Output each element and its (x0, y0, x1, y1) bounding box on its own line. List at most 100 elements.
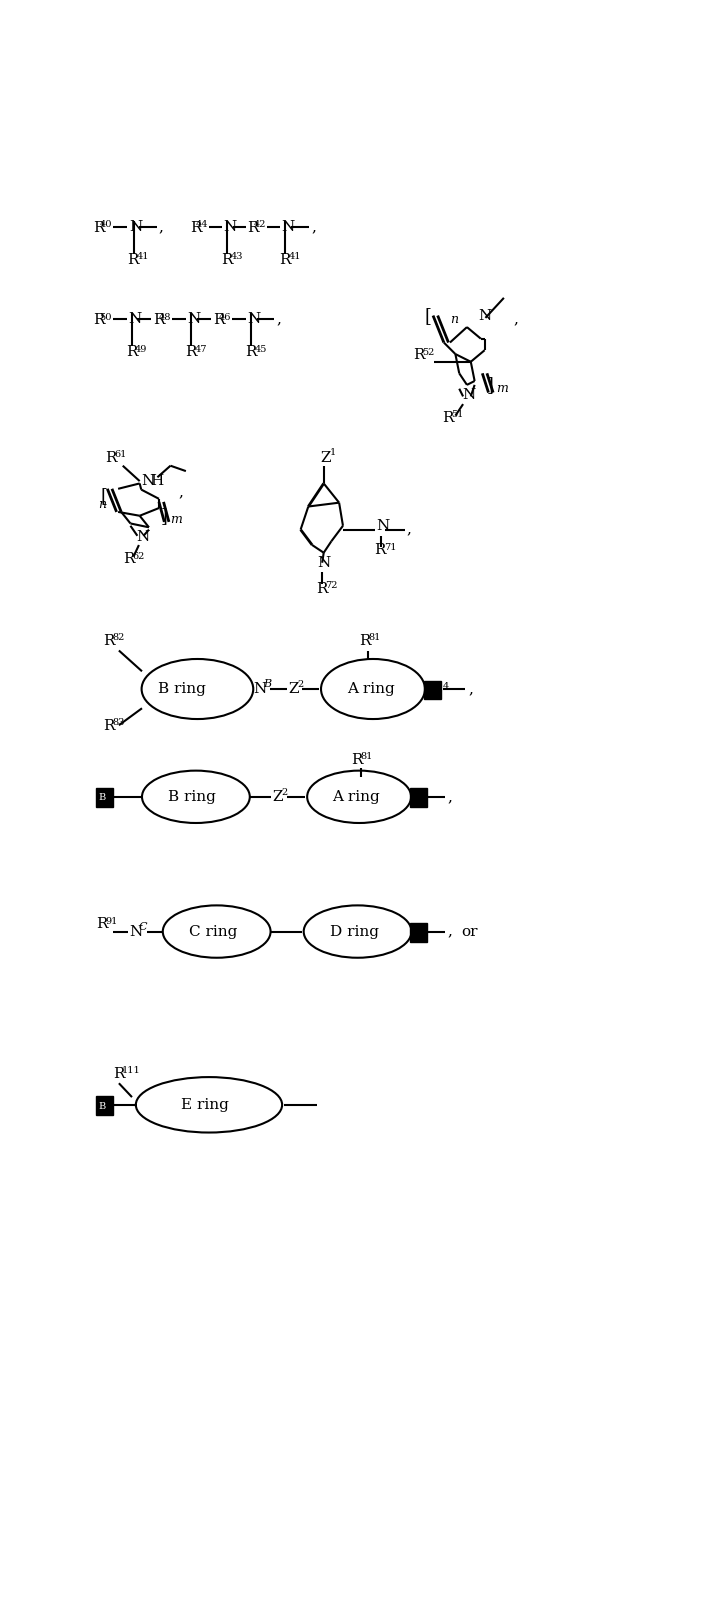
Text: 49: 49 (135, 345, 148, 354)
Text: 81: 81 (368, 633, 381, 643)
Text: ]: ] (486, 375, 494, 394)
Text: m: m (496, 382, 508, 396)
Text: n: n (450, 313, 458, 325)
Text: 2: 2 (281, 787, 288, 797)
Text: R: R (279, 253, 290, 268)
Text: R: R (103, 635, 115, 648)
Text: C: C (139, 922, 148, 931)
Text: N: N (128, 313, 141, 327)
Text: 62: 62 (132, 551, 144, 561)
Text: B: B (99, 1101, 106, 1111)
Text: 47: 47 (194, 345, 207, 354)
Text: 82: 82 (112, 633, 125, 643)
Text: B: B (99, 793, 106, 802)
Text: R: R (126, 345, 137, 359)
Text: C ring: C ring (188, 925, 237, 939)
Text: 41: 41 (136, 252, 149, 261)
Text: 48: 48 (159, 313, 172, 322)
Text: 42: 42 (253, 220, 266, 229)
Text: 81: 81 (361, 752, 373, 761)
Text: R: R (316, 582, 328, 596)
Text: B ring: B ring (168, 790, 216, 803)
Text: N: N (129, 220, 143, 234)
Text: ]: ] (161, 507, 168, 524)
Bar (410, 789, 427, 806)
Text: R: R (375, 543, 386, 558)
Text: N: N (188, 313, 200, 327)
Text: ,: , (277, 313, 282, 327)
Bar (424, 681, 441, 699)
Text: R: R (103, 718, 115, 733)
Text: R: R (221, 253, 233, 268)
Text: 4: 4 (443, 683, 449, 691)
Text: H: H (150, 474, 164, 487)
Text: 46: 46 (219, 313, 231, 322)
Text: 72: 72 (325, 582, 337, 590)
Text: [: [ (425, 306, 432, 324)
Text: R: R (105, 450, 117, 465)
Text: N: N (254, 681, 267, 696)
Bar (410, 923, 427, 941)
Bar (96, 789, 112, 806)
Text: N: N (281, 220, 295, 234)
Text: N: N (129, 925, 143, 939)
Text: A ring: A ring (333, 790, 380, 803)
Text: R: R (359, 635, 370, 648)
Text: ,: , (468, 681, 473, 696)
Text: 83: 83 (112, 718, 125, 728)
Text: R: R (352, 753, 363, 766)
Text: R: R (93, 221, 105, 234)
Text: B ring: B ring (158, 681, 206, 696)
Text: [: [ (100, 487, 107, 505)
Text: 52: 52 (423, 348, 434, 357)
Text: N: N (376, 519, 389, 532)
Text: 51: 51 (451, 410, 464, 420)
Text: ,: , (448, 790, 453, 803)
Text: 71: 71 (384, 543, 396, 551)
Text: m: m (169, 513, 181, 526)
Text: R: R (96, 917, 108, 931)
Text: R: R (93, 313, 105, 327)
Text: R: R (247, 221, 259, 234)
Text: Z: Z (321, 450, 331, 465)
Text: B: B (264, 680, 272, 689)
Text: ,: , (159, 220, 164, 234)
Text: A ring: A ring (347, 681, 394, 696)
Text: E ring: E ring (181, 1098, 229, 1112)
Text: N: N (141, 474, 155, 487)
Text: N: N (479, 308, 491, 322)
Text: R: R (245, 345, 257, 359)
Text: ,: , (178, 486, 183, 500)
Text: 45: 45 (254, 345, 266, 354)
Bar (96, 1096, 112, 1114)
Text: ,: , (513, 313, 518, 327)
Text: 40: 40 (99, 220, 112, 229)
Text: D ring: D ring (330, 925, 379, 939)
Text: ,: , (407, 523, 412, 537)
Text: n: n (98, 497, 106, 511)
Text: or: or (460, 925, 477, 939)
Text: 43: 43 (231, 252, 243, 261)
Text: N: N (136, 531, 149, 545)
Text: R: R (413, 348, 425, 362)
Text: N: N (224, 220, 237, 234)
Text: 44: 44 (195, 220, 208, 229)
Text: R: R (127, 253, 139, 268)
Text: N: N (247, 313, 261, 327)
Text: R: R (442, 410, 454, 425)
Text: Z: Z (288, 681, 299, 696)
Text: R: R (123, 553, 134, 566)
Text: R: R (185, 345, 197, 359)
Text: ,: , (311, 220, 316, 234)
Text: R: R (190, 221, 201, 234)
Text: 111: 111 (122, 1066, 141, 1076)
Text: N: N (463, 388, 475, 402)
Text: R: R (112, 1068, 124, 1080)
Text: R: R (213, 313, 224, 327)
Text: N: N (318, 556, 331, 569)
Text: Z: Z (272, 790, 283, 803)
Text: 1: 1 (330, 449, 336, 457)
Text: 41: 41 (288, 252, 301, 261)
Text: 50: 50 (99, 313, 112, 322)
Text: R: R (153, 313, 165, 327)
